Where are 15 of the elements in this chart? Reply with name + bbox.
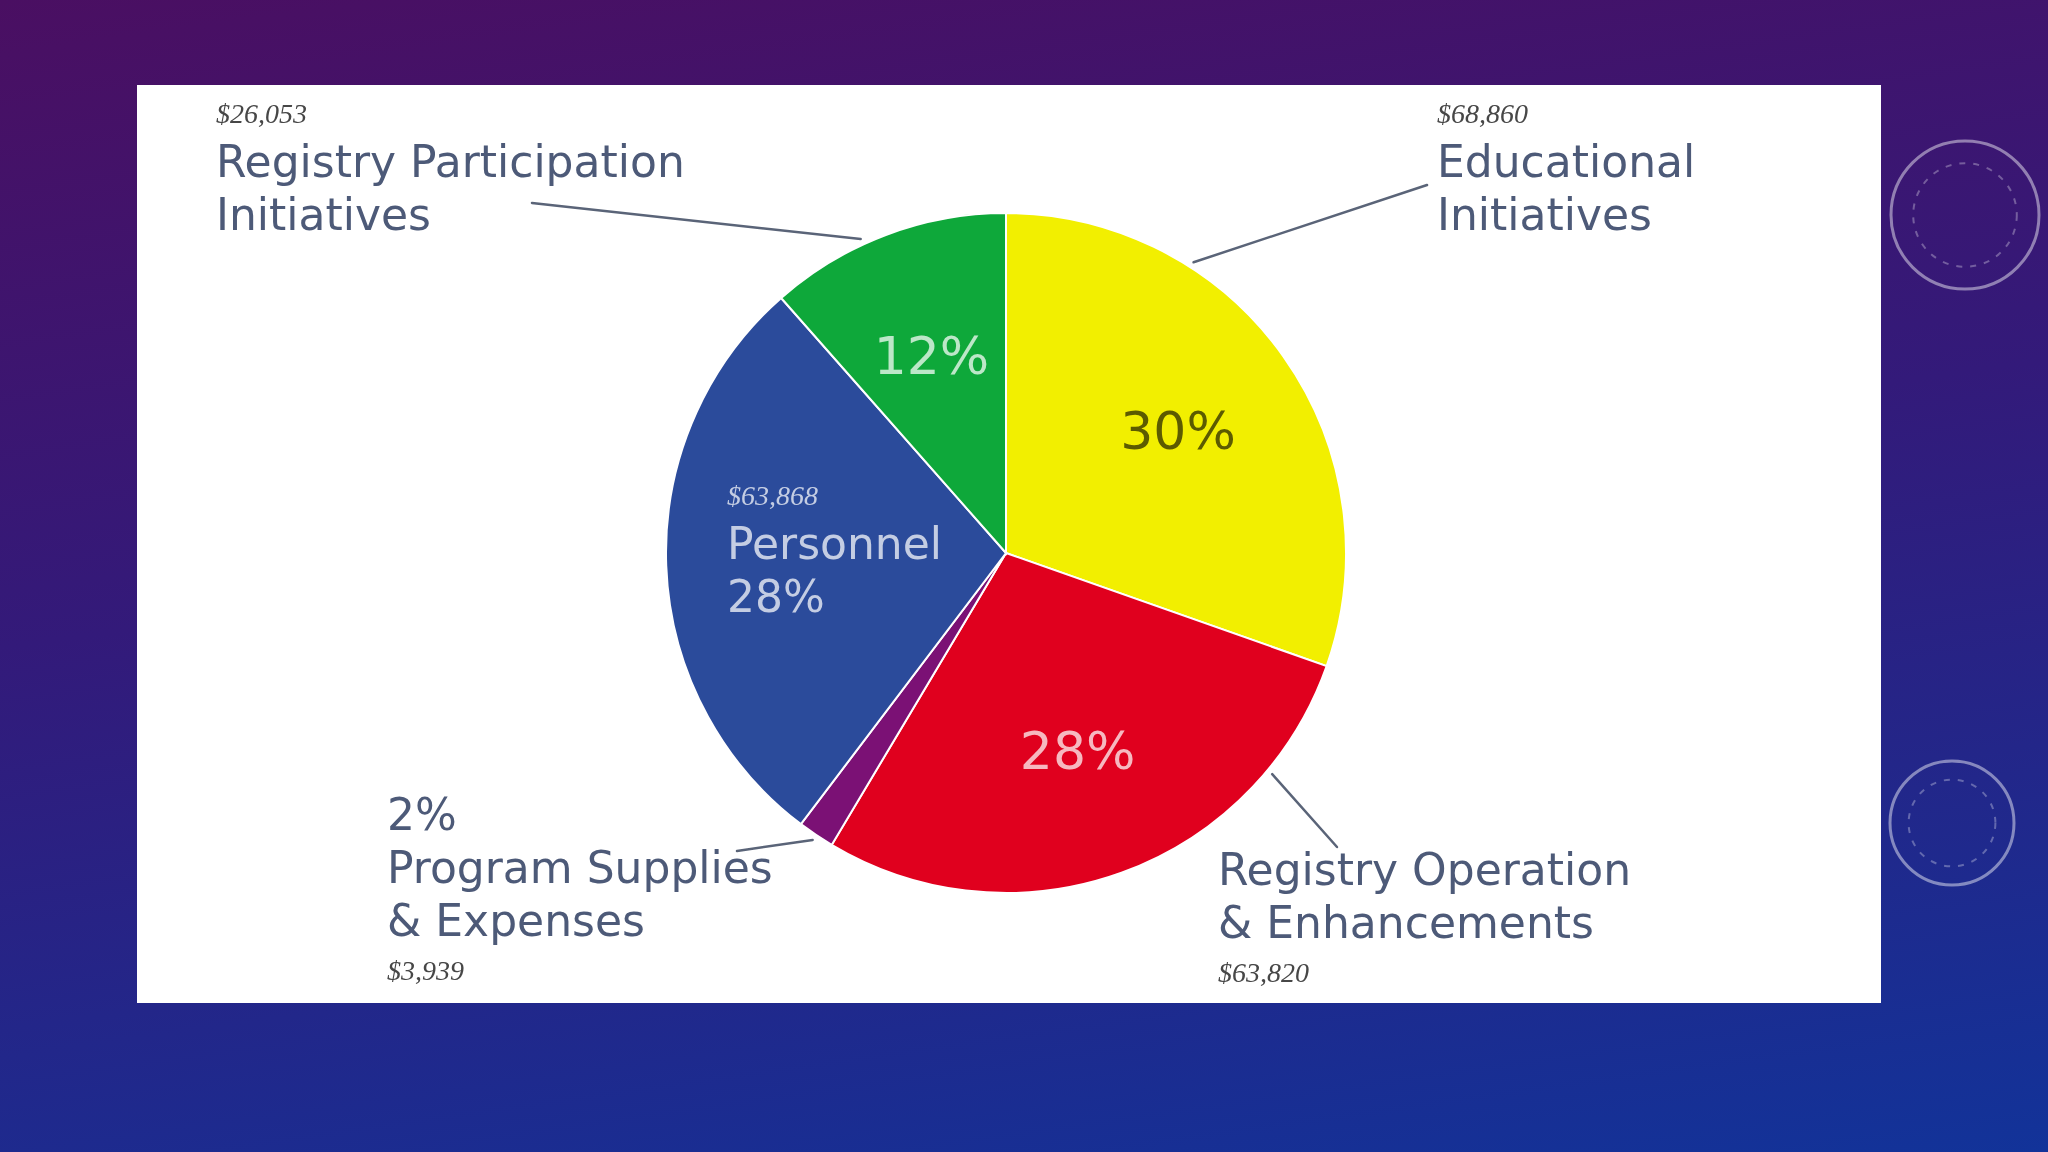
data-label: $63,820 — [1218, 957, 1309, 988]
slice-label: Registry Operation & Enhancements — [1218, 844, 1632, 948]
text: 28% — [1019, 721, 1136, 782]
text: 2% — [387, 789, 457, 840]
slice-label: Educational Initiatives — [1437, 136, 1696, 240]
data-label: $68,860 — [1437, 98, 1528, 129]
text: 12% — [873, 325, 990, 386]
text: 30% — [1120, 401, 1236, 462]
slice-label: Program Supplies & Expenses — [387, 842, 773, 946]
slice-label: Personnel — [727, 518, 943, 569]
data-label: $63,868 — [727, 480, 818, 511]
slice-label: Registry Participation Initiatives — [216, 136, 685, 240]
data-label: $26,053 — [216, 98, 307, 129]
data-label: $3,939 — [387, 955, 464, 986]
text: 28% — [727, 571, 825, 622]
